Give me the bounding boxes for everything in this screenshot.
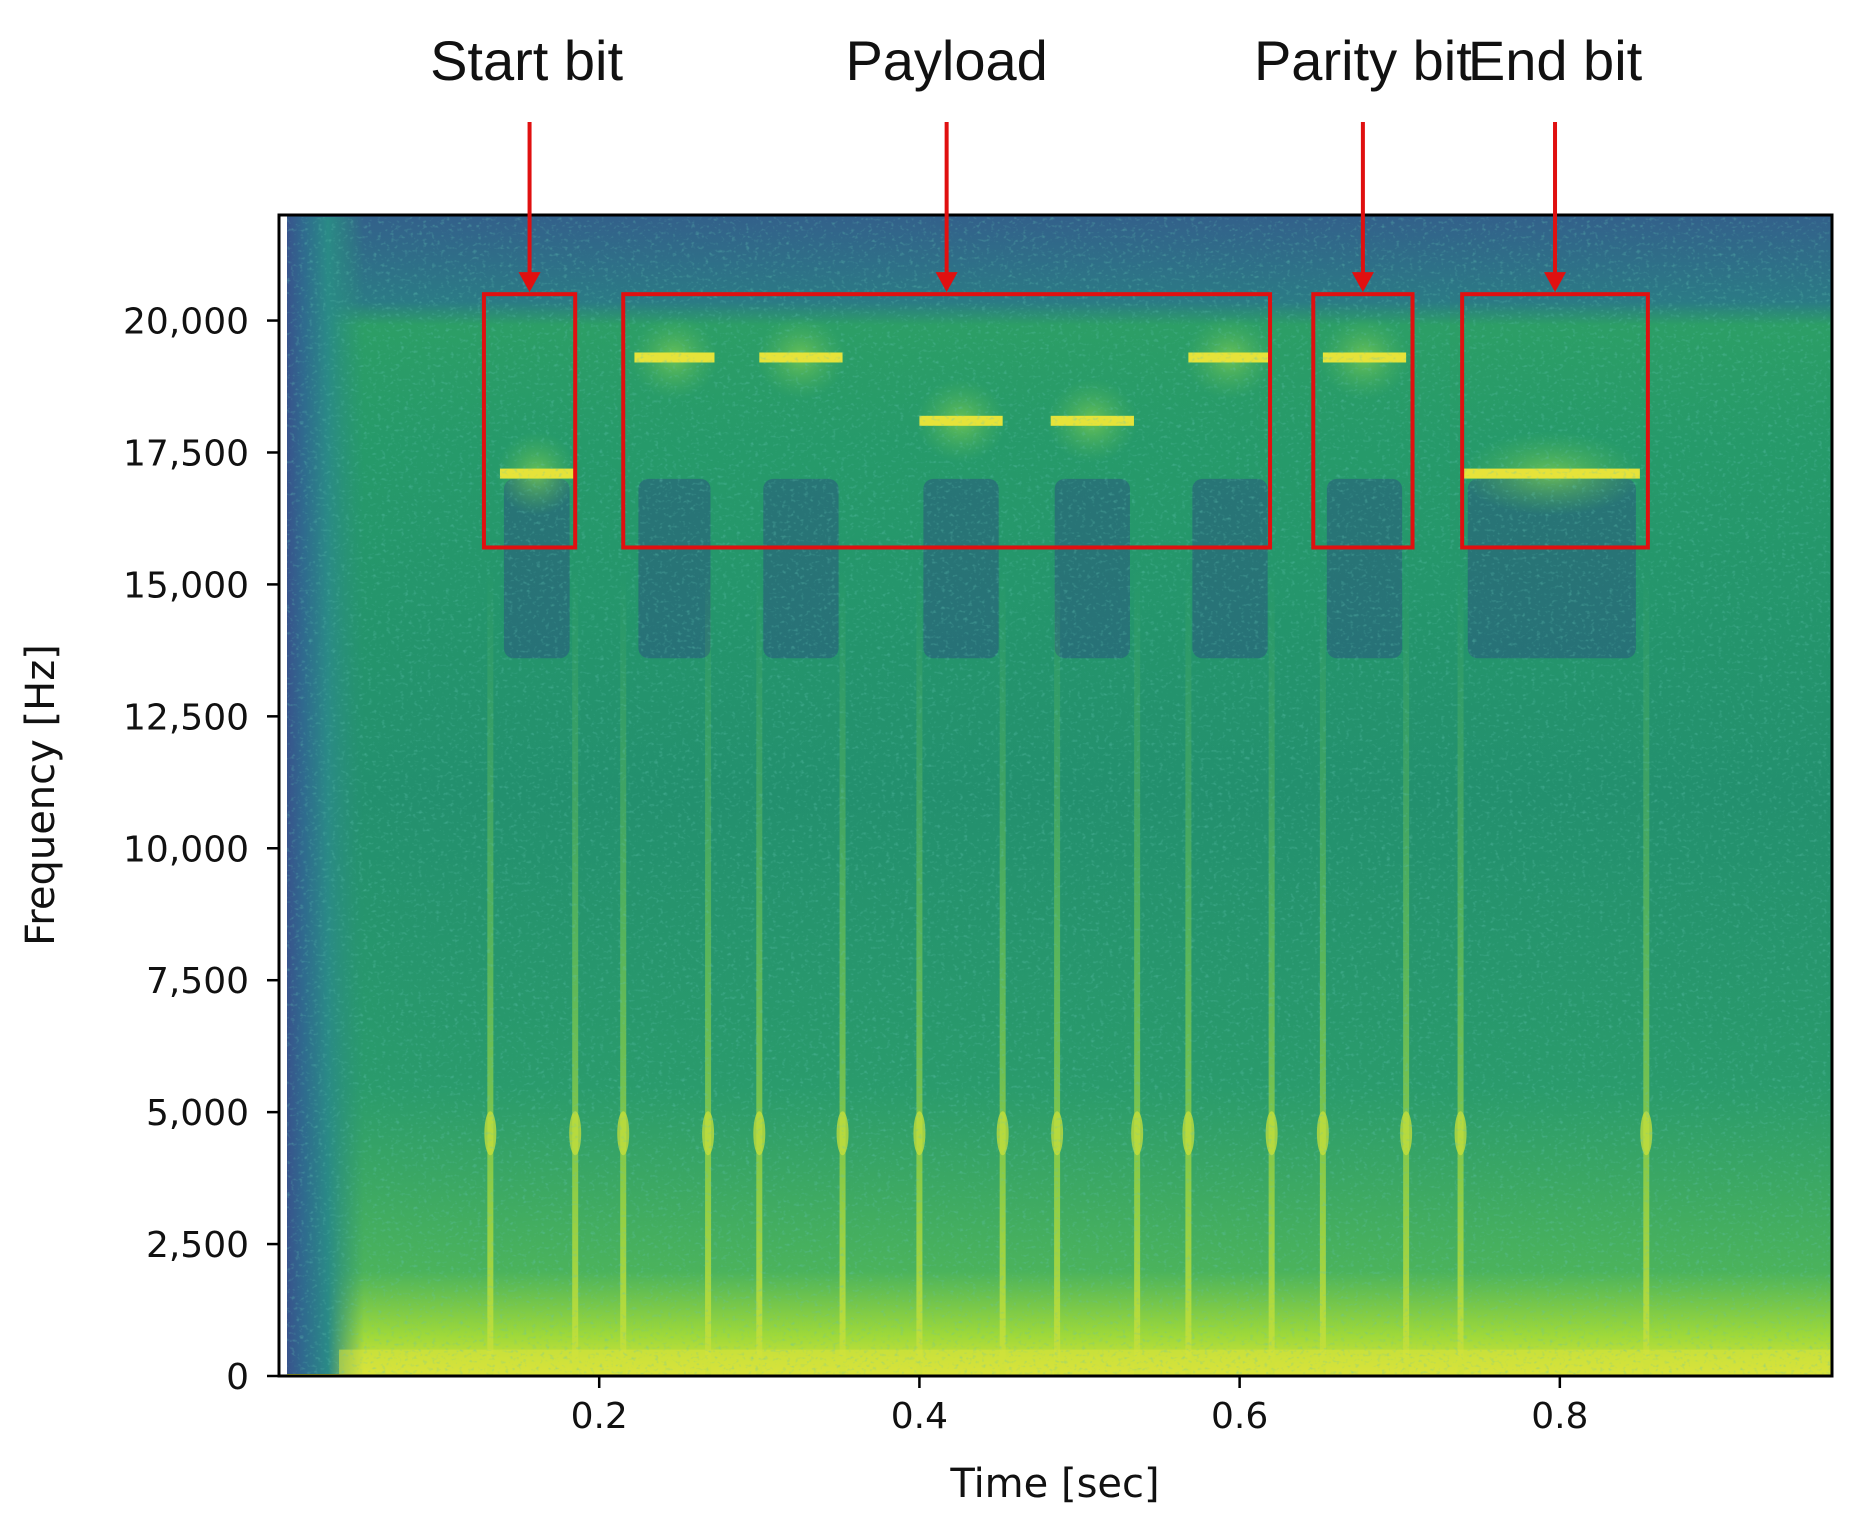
y-tick-label-5: 12,500: [123, 697, 249, 738]
x-tick-label-0: 0.2: [571, 1396, 628, 1437]
y-axis-label: Frequency [Hz]: [18, 644, 64, 946]
end-bit-box: [1460, 292, 1650, 550]
x-tick-label-1: 0.4: [891, 1396, 948, 1437]
axes: 0.2 0.4 0.6 0.8 0 2,500 5,000 7,500 10,000 12,500…: [123, 302, 1588, 1437]
noise-texture-dark: [281, 217, 1830, 1374]
plot-frame: [277, 213, 1834, 1378]
x-tick-label-3: 0.8: [1531, 1396, 1588, 1437]
payload-label: Payload: [845, 29, 1047, 92]
payload-arrow-head: [935, 272, 958, 293]
y-tick-label-2: 5,000: [146, 1093, 249, 1134]
y-tick-label-3: 7,500: [146, 961, 249, 1002]
y-tick-label-6: 15,000: [123, 565, 249, 606]
start-bit-arrow-head: [518, 272, 541, 293]
x-axis-label: Time [sec]: [949, 1461, 1159, 1507]
parity-bit-box: [1311, 292, 1415, 550]
end-bit-arrow-head: [1544, 272, 1567, 293]
y-tick-label-8: 20,000: [123, 302, 249, 343]
end-bit-label: End bit: [1468, 29, 1643, 92]
y-tick-label-7: 17,500: [123, 433, 249, 474]
parity-bit-arrow-head: [1351, 272, 1374, 293]
y-tick-label-4: 10,000: [123, 829, 249, 870]
start-bit-label: Start bit: [430, 29, 623, 92]
start-bit-box: [481, 292, 578, 550]
x-tick-label-2: 0.6: [1211, 1396, 1268, 1437]
plot-area: [277, 213, 1834, 1378]
payload-box: [621, 292, 1273, 550]
parity-bit-label: Parity bit: [1254, 29, 1472, 92]
y-tick-label-0: 0: [226, 1357, 249, 1398]
y-tick-label-1: 2,500: [146, 1225, 249, 1266]
white-strip: [279, 215, 287, 1376]
